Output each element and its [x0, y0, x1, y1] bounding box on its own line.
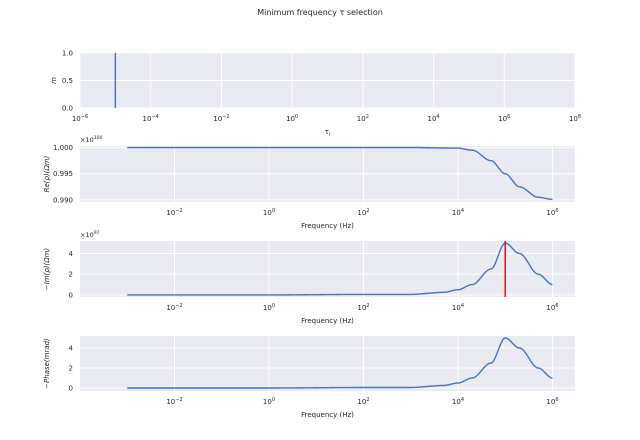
series-line: [127, 146, 553, 201]
x-tick-label: 102: [357, 397, 369, 406]
plot-area: [80, 336, 575, 391]
y-axis-label: −Im(ρ)(Ωm): [43, 248, 51, 291]
y-tick-label: 0.0: [62, 105, 73, 113]
y-tick-label: 4: [69, 345, 74, 353]
x-axis-label: τi: [325, 128, 331, 138]
series-line: [127, 242, 553, 296]
chart-panel: 10−6 10−4 10−2 100 102 104 106 108 0.0 0.5 1.0 τi m: [50, 50, 581, 139]
y-axis-label: Re(ρ)(Ωm): [43, 155, 51, 192]
y-tick-label: 0.995: [53, 170, 73, 178]
x-tick-label: 102: [357, 208, 369, 217]
x-tick-label: 106: [546, 397, 558, 406]
x-tick-label: 102: [357, 114, 369, 123]
x-tick-label: 106: [546, 303, 558, 312]
series-line: [127, 337, 553, 389]
x-tick-label: 108: [569, 114, 581, 123]
y-tick-label: 1.000: [53, 144, 73, 152]
x-tick-label: 10−2: [166, 397, 182, 406]
x-tick-label: 100: [286, 114, 298, 123]
x-tick-label: 104: [452, 397, 464, 406]
x-tick-label: 106: [546, 208, 558, 217]
x-tick-label: 106: [498, 114, 510, 123]
x-axis-label: Frequency (Hz): [301, 411, 354, 419]
chart-panel: 10−2 100 102 104 106 0 2 4 Frequency (Hz) −Phase(…: [43, 336, 575, 419]
y-tick-label: 0.5: [62, 77, 73, 85]
x-tick-label: 10−2: [213, 114, 229, 123]
y-tick-label: 0.990: [53, 196, 73, 204]
x-tick-label: 10−2: [166, 208, 182, 217]
x-tick-label: 104: [452, 208, 464, 217]
chart-panels: 10−6 10−4 10−2 100 102 104 106 1080.00.51.0τim1…: [43, 50, 581, 420]
x-tick-label: 100: [263, 303, 275, 312]
x-tick-label: 10−2: [166, 303, 182, 312]
x-tick-label: 100: [263, 208, 275, 217]
y-tick-label: 0: [69, 291, 73, 299]
y-axis-label: −Phase(mrad): [43, 338, 51, 389]
x-tick-label: 104: [452, 303, 464, 312]
y-tick-label: 1.0: [62, 50, 73, 58]
x-tick-label: 10−6: [72, 114, 88, 123]
axis-multiplier: ×1097: [80, 230, 100, 239]
x-axis-label: Frequency (Hz): [301, 317, 354, 325]
figure-title: Minimum frequency τ selection: [257, 8, 383, 17]
y-tick-label: 4: [69, 250, 74, 258]
axis-multiplier: ×10100: [80, 135, 103, 144]
x-tick-label: 104: [428, 114, 440, 123]
y-tick-label: 0: [69, 385, 73, 393]
x-tick-label: 100: [263, 397, 275, 406]
y-axis-label: m: [50, 77, 58, 84]
chart-panel: 10−2 100 102 104 106 0.990 0.995 1.000 Frequency…: [43, 135, 575, 230]
y-tick-label: 2: [69, 271, 73, 279]
x-tick-label: 10−4: [143, 114, 159, 123]
x-axis-label: Frequency (Hz): [301, 222, 354, 230]
x-tick-label: 102: [357, 303, 369, 312]
y-tick-label: 2: [69, 365, 73, 373]
chart-panel: 10−2 100 102 104 106 0 2 4 Frequency (Hz) −Im(ρ)(…: [43, 230, 575, 325]
